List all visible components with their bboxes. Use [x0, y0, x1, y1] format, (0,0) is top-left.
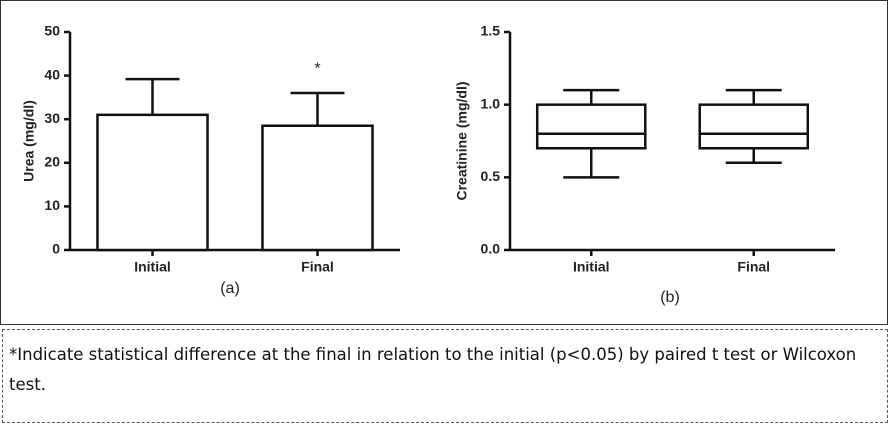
y-tick-label: 1.0 [481, 95, 501, 111]
subtitle: (a) [220, 280, 240, 297]
annotation: * [314, 60, 320, 77]
bar [261, 124, 374, 252]
x-tick-label: Initial [573, 259, 610, 275]
charts: 0 10 20 30 40 50 Urea (mg/dl) (a) Initial Final * 0… [0, 0, 888, 325]
y-axis-label: Creatinine (mg/dl) [454, 81, 470, 200]
box [535, 103, 647, 150]
caption: *Indicate statistical difference at the … [2, 329, 888, 423]
y-tick-label: 40 [44, 66, 60, 82]
y-tick-label: 50 [44, 23, 60, 39]
x-tick-label: Initial [134, 259, 171, 275]
y-tick-label: 1.5 [481, 23, 501, 39]
x-tick-label: Final [301, 259, 334, 275]
y-tick-label: 0 [52, 241, 60, 257]
y-axis-label: Urea (mg/dl) [21, 100, 37, 182]
y-tick-label: 20 [44, 154, 60, 170]
y-tick-label: 0.5 [481, 168, 501, 184]
bar [96, 113, 209, 252]
y-tick-label: 10 [44, 197, 60, 213]
y-tick-label: 0.0 [481, 241, 501, 257]
subtitle: (b) [660, 289, 680, 306]
x-tick-label: Final [737, 259, 770, 275]
y-tick-label: 30 [44, 110, 60, 126]
box [698, 103, 810, 150]
